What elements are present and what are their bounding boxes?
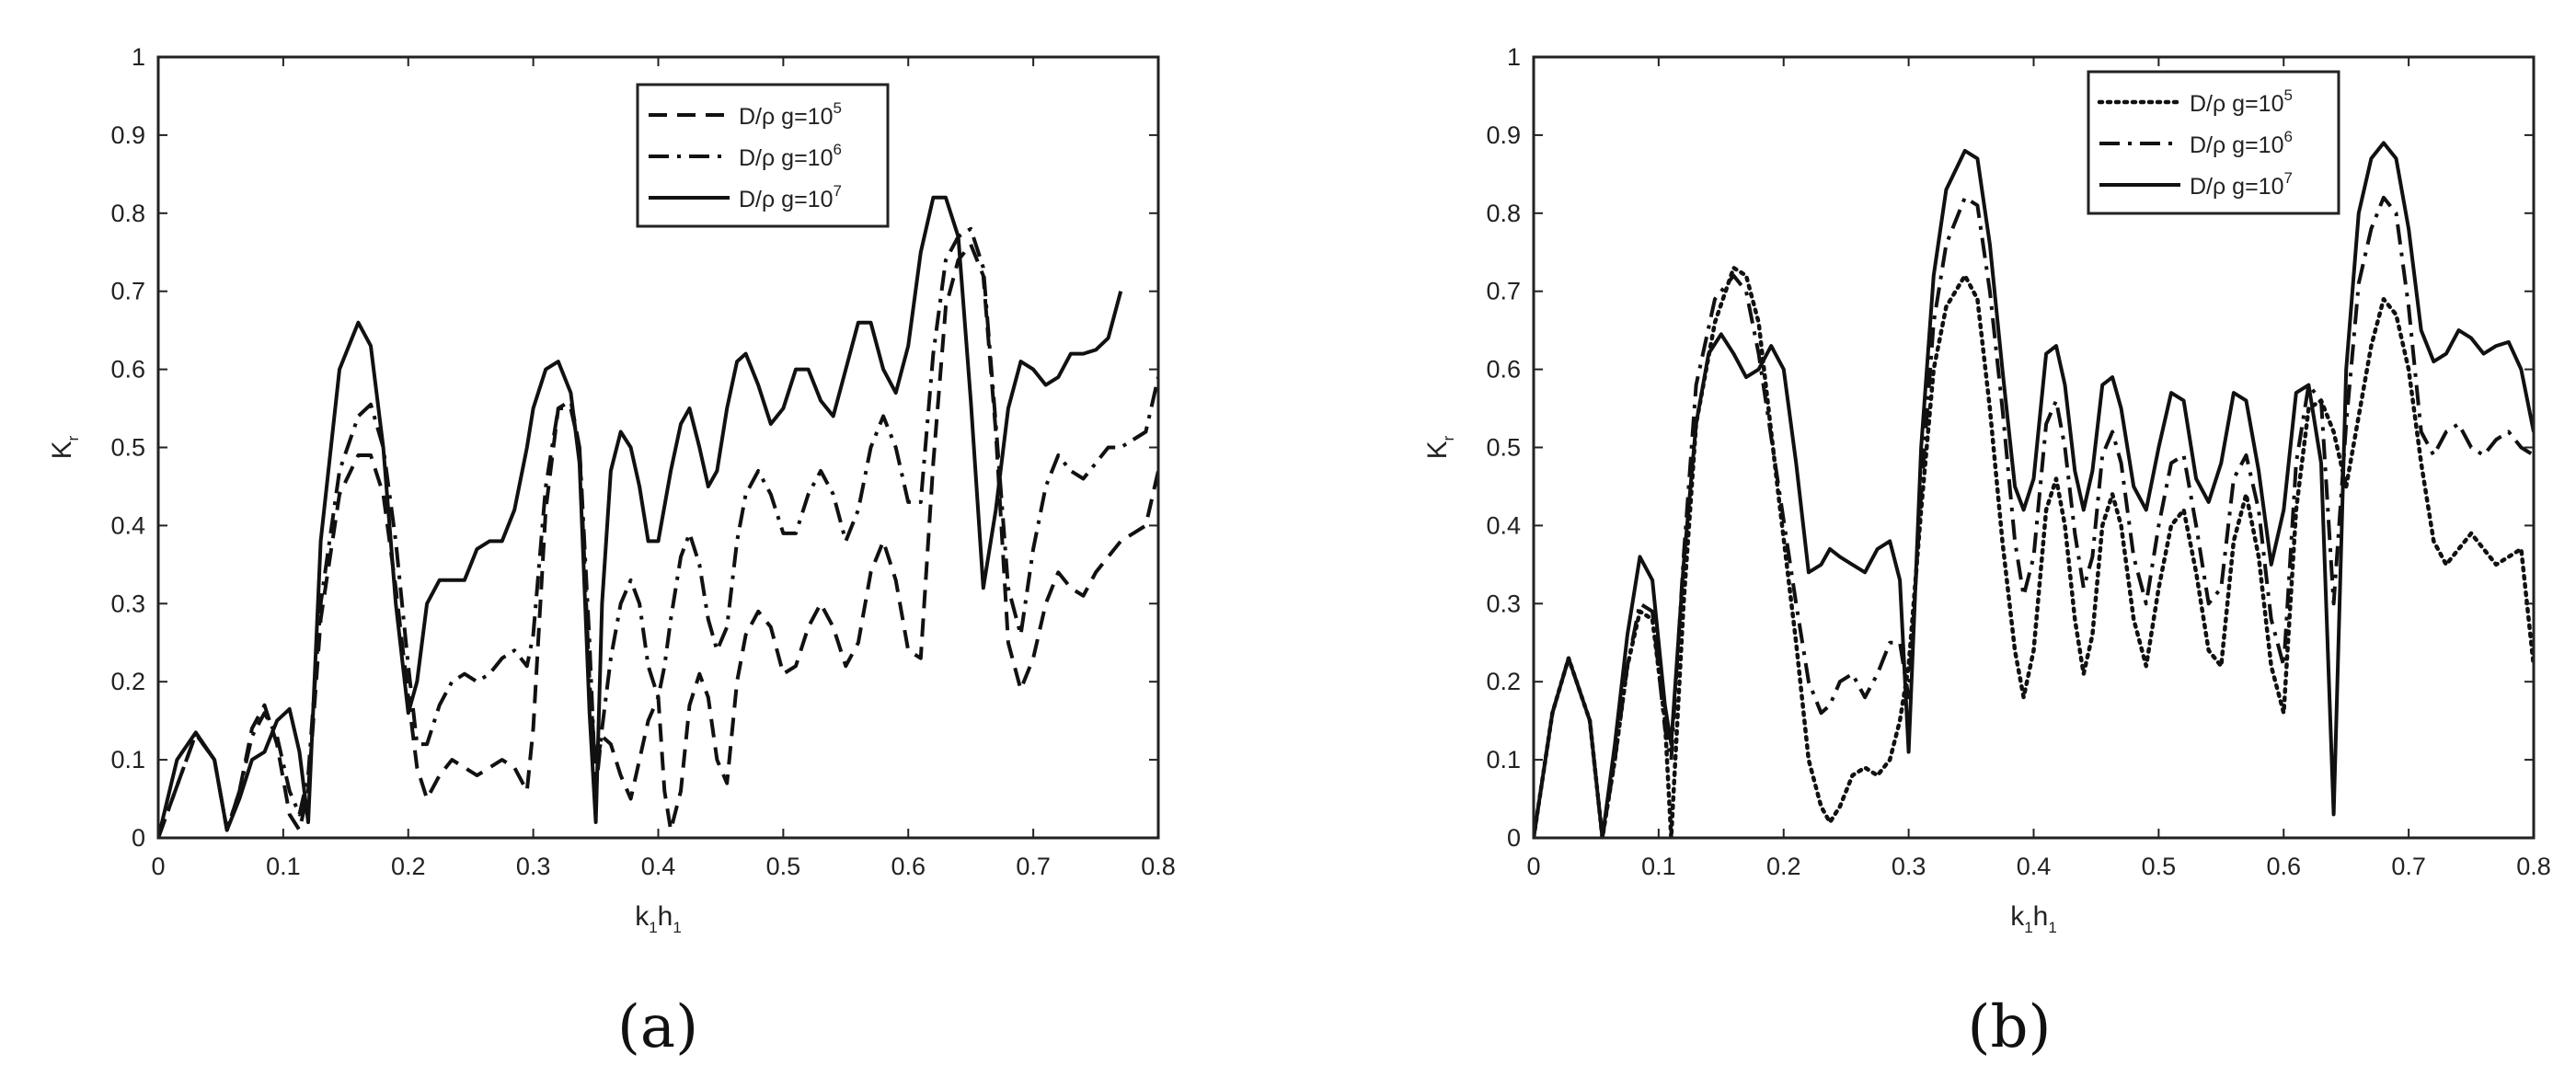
x-tick-label: 0.2 <box>1766 853 1801 880</box>
y-tick-label: 0.2 <box>110 668 145 695</box>
legend-exponent: 6 <box>833 141 841 158</box>
legend-exponent: 6 <box>2283 128 2292 145</box>
x-tick-label: 0.8 <box>1141 853 1176 880</box>
y-tick-label: 0.9 <box>1486 121 1521 149</box>
x-tick-label: 0.6 <box>2266 853 2301 880</box>
panel-label: (a) <box>617 993 698 1061</box>
legend-exponent: 7 <box>833 182 841 200</box>
series-line-dashdot <box>158 226 1158 838</box>
y-tick-label: 0.2 <box>1486 668 1521 695</box>
panel-b: 0 0.1 0.2 0.3 0.4 0.5 0.6 0.7 0.8 0 0.1 0.2 0.3 0.4 0.… <box>1422 43 2551 1061</box>
y-label-sub: r <box>1440 435 1457 441</box>
x-tick-label: 0.6 <box>891 853 926 880</box>
x-label-sub2: 1 <box>2048 919 2056 936</box>
y-tick-label: 0.7 <box>110 278 145 305</box>
y-label-main: K <box>47 441 77 459</box>
y-tick-label: 1 <box>132 43 145 71</box>
legend-text: D/ρ g=10 <box>2190 174 2283 200</box>
y-tick-label: 0.5 <box>1486 434 1521 462</box>
y-tick-label: 0.6 <box>1486 356 1521 384</box>
y-tick-label: 0.4 <box>110 511 145 539</box>
y-tick-label: 0.6 <box>110 356 145 384</box>
legend-entry: D/ρ g=105 <box>2190 86 2293 117</box>
y-tick-label: 1 <box>1507 43 1521 71</box>
legend-text: D/ρ g=10 <box>2190 132 2283 158</box>
panel-a: 0 0.1 0.2 0.3 0.4 0.5 0.6 0.7 0.8 0 0.1 0.2 0.3 0.4 0.… <box>47 43 1176 1061</box>
legend-text: D/ρ g=10 <box>739 104 833 130</box>
y-tick-label: 0.7 <box>1486 278 1521 305</box>
x-tick-label: 0.8 <box>2516 853 2551 880</box>
x-label-sub1: 1 <box>2024 919 2032 936</box>
legend-entry: D/ρ g=107 <box>739 182 842 212</box>
legend-exponent: 5 <box>2283 86 2292 104</box>
y-tick-label: 0.8 <box>110 200 145 227</box>
legend-exponent: 7 <box>2283 169 2292 187</box>
y-tick-label: 0.4 <box>1486 511 1521 539</box>
x-tick-label: 0.1 <box>266 853 301 880</box>
x-tick-label: 0 <box>151 853 165 880</box>
x-label-sub1: 1 <box>649 919 657 936</box>
y-axis-label: Kr <box>47 435 82 459</box>
x-axis-label: k1h1 <box>2010 901 2057 936</box>
legend-text: D/ρ g=10 <box>2190 91 2283 117</box>
x-label-main: k <box>635 901 650 932</box>
x-tick-label: 0.1 <box>1641 853 1676 880</box>
y-tick-label: 0.3 <box>110 590 145 617</box>
x-tick-label: 0 <box>1526 853 1540 880</box>
legend-entry: D/ρ g=106 <box>2190 128 2293 158</box>
series-group <box>1534 141 2534 838</box>
panel-label: (b) <box>1968 993 2052 1061</box>
x-label-mid: h <box>658 901 673 932</box>
y-tick-label: 0.9 <box>110 121 145 149</box>
y-label-sub: r <box>64 435 82 441</box>
series-line-solid <box>158 195 1123 838</box>
x-axis-label: k1h1 <box>635 901 682 936</box>
x-tick-label: 0.5 <box>2142 853 2177 880</box>
x-tick-label: 0.7 <box>2391 853 2426 880</box>
x-label-main: k <box>2010 901 2025 932</box>
y-axis-label: Kr <box>1422 435 1457 459</box>
y-tick-label: 0.1 <box>110 746 145 773</box>
axes-box <box>1532 55 2536 840</box>
legend-text: D/ρ g=10 <box>739 145 833 171</box>
x-label-sub2: 1 <box>673 919 681 936</box>
y-tick-label: 0.5 <box>110 434 145 462</box>
x-tick-label: 0.4 <box>2017 853 2052 880</box>
x-tick-label: 0.3 <box>516 853 551 880</box>
legend-entry: D/ρ g=105 <box>739 99 842 130</box>
y-tick-label: 0.3 <box>1486 590 1521 617</box>
y-tick-label: 0.1 <box>1486 746 1521 773</box>
x-tick-label: 0.3 <box>1892 853 1926 880</box>
x-tick-label: 0.2 <box>391 853 426 880</box>
y-tick-label: 0 <box>1507 824 1521 852</box>
series-line-dashed <box>158 242 1158 838</box>
x-label-mid: h <box>2033 901 2049 932</box>
legend-entry: D/ρ g=107 <box>2190 169 2293 200</box>
series-group <box>158 195 1158 838</box>
x-tick-label: 0.7 <box>1016 853 1051 880</box>
y-tick-label: 0 <box>132 824 145 852</box>
series-line-solid <box>1534 141 2534 838</box>
legend-exponent: 5 <box>833 99 841 117</box>
series-line-dotted <box>1534 265 2534 838</box>
x-tick-label: 0.4 <box>641 853 676 880</box>
legend-entry: D/ρ g=106 <box>739 141 842 171</box>
legend-text: D/ρ g=10 <box>739 187 833 212</box>
y-tick-label: 0.8 <box>1486 200 1521 227</box>
x-tick-label: 0.5 <box>766 853 801 880</box>
y-label-main: K <box>1422 441 1453 459</box>
series-line-dashdot <box>1534 195 2534 838</box>
